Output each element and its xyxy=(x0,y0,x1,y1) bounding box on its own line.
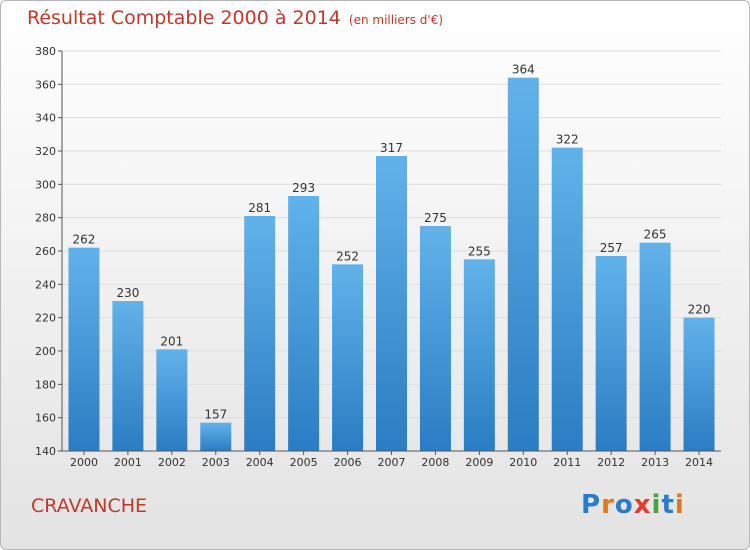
y-tick-label: 300 xyxy=(35,178,56,191)
x-tick-label: 2002 xyxy=(158,456,186,469)
data-label: 157 xyxy=(204,408,227,422)
data-label: 255 xyxy=(468,244,491,258)
bar xyxy=(200,422,232,451)
x-tick-label: 2012 xyxy=(597,456,625,469)
proxiti-logo: Proxiti xyxy=(581,490,685,520)
x-tick-label: 2000 xyxy=(70,456,98,469)
y-tick-label: 320 xyxy=(35,145,56,158)
x-tick-label: 2014 xyxy=(685,456,713,469)
x-tick-label: 2003 xyxy=(202,456,230,469)
bar xyxy=(507,77,539,452)
bar xyxy=(463,259,495,451)
x-tick-label: 2007 xyxy=(378,456,406,469)
logo-letter: x xyxy=(633,490,652,520)
y-tick-label: 280 xyxy=(35,212,56,225)
bar xyxy=(376,156,407,451)
y-tick-label: 160 xyxy=(35,412,56,425)
logo-letter: r xyxy=(601,490,615,520)
data-label: 293 xyxy=(292,181,315,195)
chart-title: Résultat Comptable 2000 à 2014 xyxy=(27,7,341,29)
bar xyxy=(419,226,451,451)
chart-title-block: Résultat Comptable 2000 à 2014 (en millie… xyxy=(27,7,443,29)
place-name: CRAVANCHE xyxy=(31,495,148,517)
data-label: 220 xyxy=(688,303,711,317)
logo-letter: i xyxy=(651,490,662,520)
data-label: 322 xyxy=(556,133,579,147)
x-tick-label: 2005 xyxy=(290,456,318,469)
data-label: 262 xyxy=(73,233,96,247)
bar xyxy=(156,349,188,451)
data-labels: 262 230 201 157 281 293 252 317 275 255 364 322 257 2… xyxy=(73,63,711,422)
x-tick-label: 2009 xyxy=(465,456,493,469)
x-tick-label: 2010 xyxy=(509,456,537,469)
y-tick-label: 360 xyxy=(35,78,56,91)
y-tick-label: 220 xyxy=(35,312,56,325)
x-tick-label: 2004 xyxy=(246,456,274,469)
bar xyxy=(332,264,364,451)
bar xyxy=(639,242,671,451)
data-label: 201 xyxy=(160,334,183,348)
bar xyxy=(68,247,100,451)
y-tick-label: 140 xyxy=(35,445,56,458)
logo-letter: o xyxy=(614,490,634,520)
data-label: 364 xyxy=(512,63,535,77)
y-tick-label: 180 xyxy=(35,378,56,391)
data-label: 265 xyxy=(644,228,667,242)
logo-letter: P xyxy=(581,490,602,520)
y-tick-label: 380 xyxy=(35,45,56,58)
bar xyxy=(244,216,276,451)
bar xyxy=(551,147,583,451)
bar xyxy=(288,196,320,451)
data-label: 281 xyxy=(248,201,271,215)
data-label: 317 xyxy=(380,141,403,155)
logo-letter: i xyxy=(674,490,685,520)
x-tick-label: 2011 xyxy=(553,456,581,469)
bar xyxy=(683,317,715,451)
logo-letter: t xyxy=(661,490,675,520)
x-tick-label: 2008 xyxy=(421,456,449,469)
x-tick-label: 2001 xyxy=(114,456,142,469)
x-tick-label: 2006 xyxy=(334,456,362,469)
data-label: 257 xyxy=(600,241,623,255)
bars xyxy=(68,77,715,452)
data-label: 230 xyxy=(116,286,139,300)
axes: 140 160 180 200 220 240 260 280 300 320 340 360 380 2… xyxy=(35,45,721,469)
y-tick-label: 340 xyxy=(35,112,56,125)
bar xyxy=(595,256,627,451)
bar xyxy=(112,301,144,451)
y-tick-label: 200 xyxy=(35,345,56,358)
chart-subtitle: (en milliers d'€) xyxy=(348,13,444,27)
x-tick-label: 2013 xyxy=(641,456,669,469)
y-tick-label: 240 xyxy=(35,278,56,291)
data-label: 275 xyxy=(424,211,447,225)
data-label: 252 xyxy=(336,249,359,263)
y-tick-label: 260 xyxy=(35,245,56,258)
